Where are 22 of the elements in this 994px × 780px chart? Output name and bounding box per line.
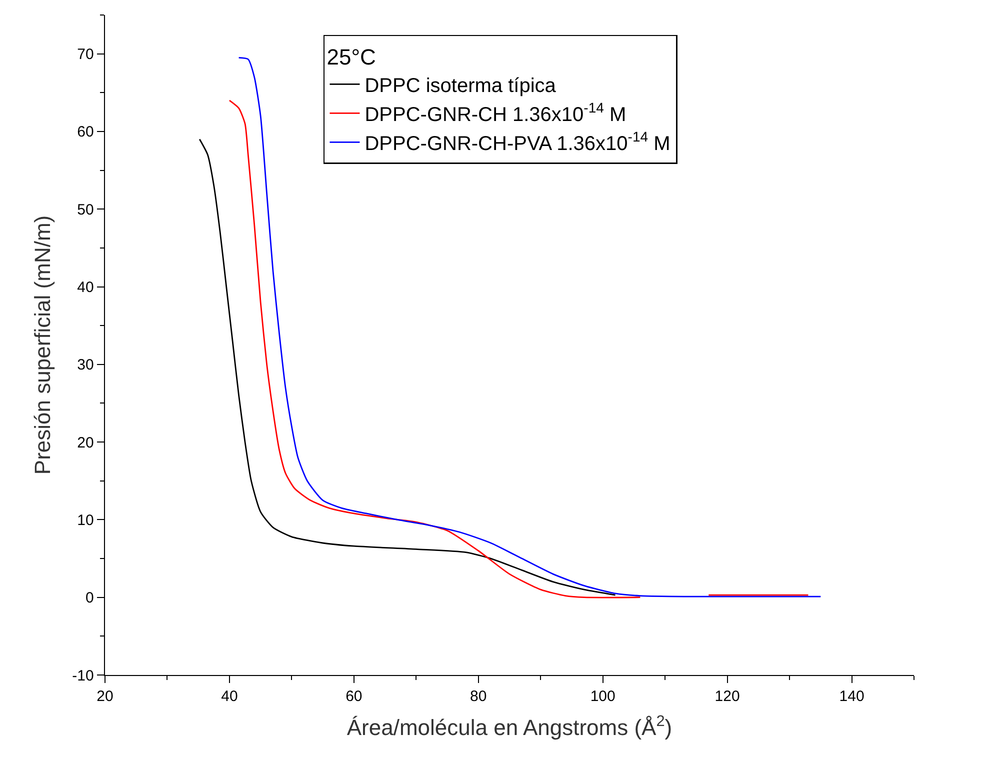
y-tick-label: 70 — [77, 46, 94, 64]
legend-label: DPPC-GNR-CH-PVA 1.36x10$^{-14}$ M — [364, 128, 670, 155]
x-tick-label: 60 — [346, 688, 362, 706]
legend-label: DPPC isoterma típica — [364, 75, 557, 97]
y-tick-label: 10 — [77, 512, 94, 529]
y-tick-label: 20 — [77, 434, 94, 452]
y-tick-label: 30 — [77, 356, 94, 374]
x-tick-label: 20 — [96, 688, 114, 706]
y-tick-label: 50 — [77, 201, 94, 218]
y-tick-label: -10 — [72, 667, 94, 684]
x-tick-label: 100 — [590, 688, 616, 706]
y-axis-title: Presión superficial (mN/m) — [30, 215, 55, 475]
x-tick-label: 40 — [221, 688, 238, 706]
x-axis-title: Área/molécula en Angstroms (Å$^{2}$) — [346, 712, 672, 740]
y-tick-label: 0 — [86, 590, 94, 607]
y-tick-label: 40 — [77, 279, 94, 296]
y-tick-label: 60 — [77, 124, 94, 141]
x-tick-label: 140 — [839, 688, 864, 706]
x-tick-label: 80 — [470, 688, 487, 706]
legend-label: DPPC-GNR-CH 1.36x10$^{-14}$ M — [364, 100, 626, 126]
legend-title: 25°C — [326, 44, 376, 70]
x-tick-label: 120 — [714, 688, 740, 706]
